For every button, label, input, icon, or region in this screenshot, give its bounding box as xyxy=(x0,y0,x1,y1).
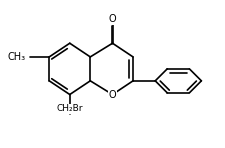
Text: O: O xyxy=(109,90,116,99)
Text: CH₂Br: CH₂Br xyxy=(56,104,83,113)
Text: O: O xyxy=(109,14,116,24)
Text: CH₃: CH₃ xyxy=(7,52,25,62)
